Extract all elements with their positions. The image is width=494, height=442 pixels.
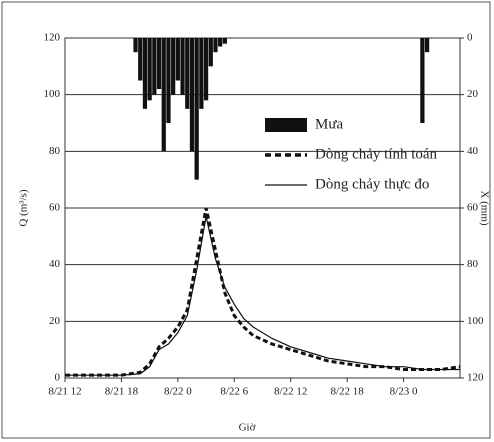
rain-bar bbox=[166, 38, 171, 123]
rain-bar bbox=[171, 38, 176, 95]
rain-bar bbox=[156, 38, 162, 89]
rain-bar bbox=[203, 38, 209, 101]
x-tick-label: 8/22 0 bbox=[164, 386, 192, 398]
rain-bar bbox=[213, 38, 218, 53]
rain-bar bbox=[142, 38, 148, 109]
y2-tick-label: 60 bbox=[467, 202, 479, 214]
rain-bar bbox=[189, 38, 195, 152]
rain-bar bbox=[175, 38, 180, 81]
y-tick-label: 0 bbox=[55, 372, 61, 384]
legend-label: Mưa bbox=[315, 116, 343, 132]
rain-bar bbox=[147, 38, 152, 101]
y2-axis-label: X (mm) bbox=[478, 190, 490, 225]
x-tick-label: 8/22 6 bbox=[220, 386, 248, 398]
rain-bar bbox=[133, 38, 138, 53]
y-axis-label: Q (m³/s) bbox=[18, 189, 30, 227]
rain-bar bbox=[208, 38, 213, 67]
y2-tick-label: 100 bbox=[467, 315, 484, 327]
y2-tick-label: 20 bbox=[467, 88, 479, 100]
rain-bar bbox=[420, 38, 425, 123]
legend-swatch bbox=[265, 118, 307, 132]
x-tick-label: 8/21 18 bbox=[105, 386, 139, 398]
rain-bar bbox=[152, 38, 157, 95]
rain-bar bbox=[218, 38, 223, 47]
y2-tick-label: 40 bbox=[467, 145, 479, 157]
rain-bar bbox=[138, 38, 143, 81]
rain-bar bbox=[424, 38, 430, 53]
legend-label: Dòng chảy tính toán bbox=[315, 146, 438, 162]
rain-bar bbox=[194, 38, 199, 180]
plot-frame bbox=[64, 37, 461, 379]
flow-line bbox=[65, 216, 460, 376]
y-tick-label: 100 bbox=[44, 88, 61, 100]
x-tick-label: 8/23 0 bbox=[390, 386, 418, 398]
y-tick-label: 60 bbox=[49, 202, 61, 214]
rain-bar bbox=[161, 38, 166, 152]
y-tick-label: 80 bbox=[49, 145, 61, 157]
y2-tick-label: 120 bbox=[467, 372, 484, 384]
flow-line bbox=[65, 207, 461, 377]
x-tick-label: 8/22 18 bbox=[330, 386, 364, 398]
y-tick-label: 40 bbox=[49, 258, 61, 270]
y2-tick-label: 0 bbox=[467, 32, 473, 44]
y-tick-label: 120 bbox=[44, 32, 61, 44]
rain-bar bbox=[180, 38, 185, 95]
rain-bar bbox=[185, 38, 190, 109]
y2-tick-label: 80 bbox=[467, 258, 479, 270]
legend-label: Dòng chảy thực đo bbox=[315, 176, 429, 192]
y-tick-label: 20 bbox=[49, 315, 61, 327]
x-tick-label: 8/21 12 bbox=[48, 386, 81, 398]
x-axis-label: Giờ bbox=[239, 422, 256, 434]
x-tick-label: 8/22 12 bbox=[274, 386, 307, 398]
rain-bar bbox=[199, 38, 204, 109]
rain-bar bbox=[222, 38, 227, 44]
